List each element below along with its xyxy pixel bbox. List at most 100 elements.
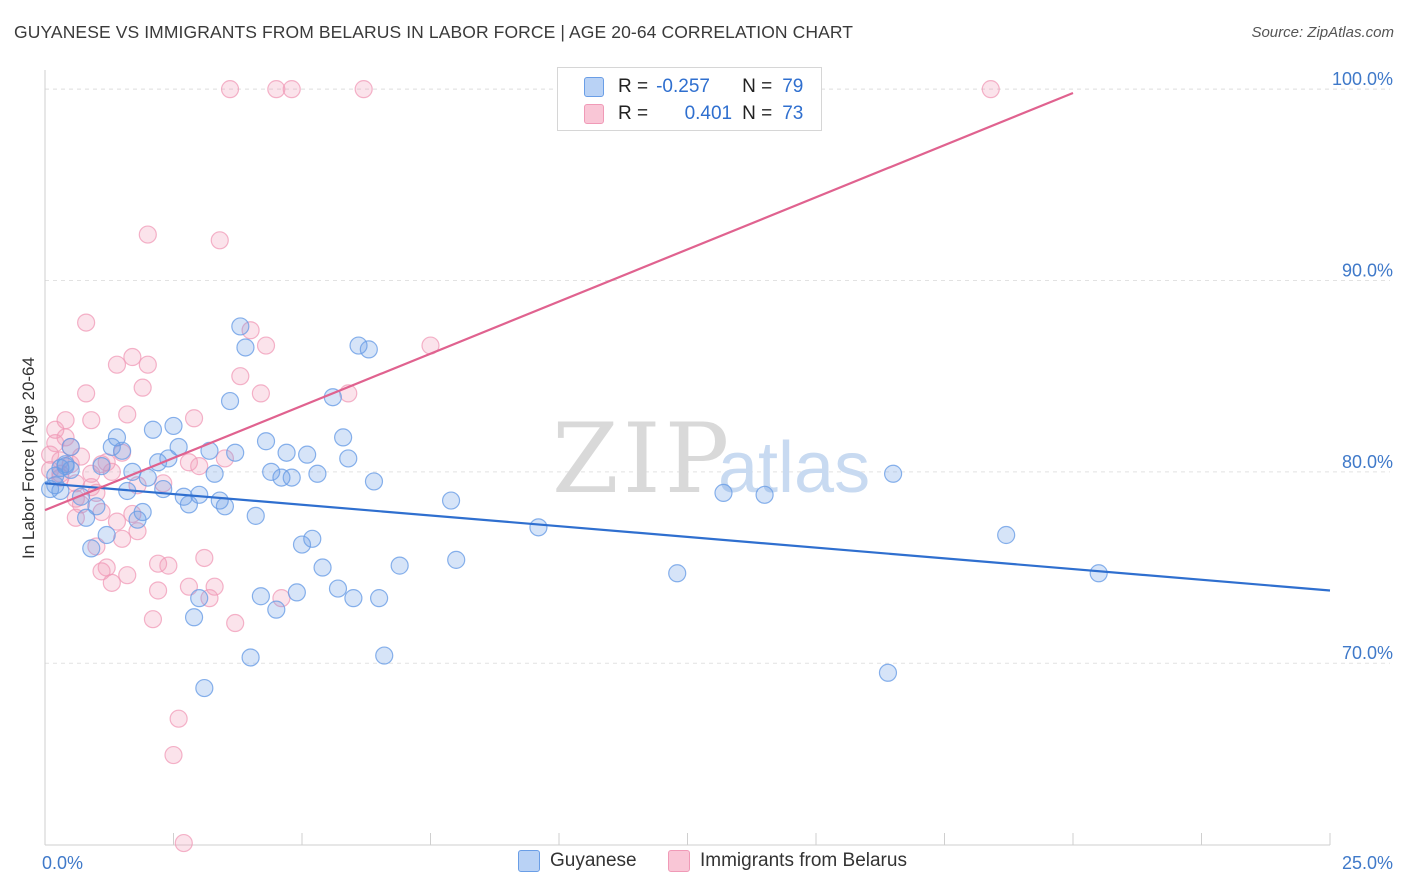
bottom-legend-belarus: Immigrants from Belarus [668, 850, 907, 872]
belarus-points [41, 80, 1000, 853]
guyanese-point [277, 443, 296, 462]
y-tick-labels: 70.0% 80.0% 90.0% 100.0% [1332, 69, 1393, 663]
belarus-point [133, 378, 152, 397]
guyanese-point [107, 428, 127, 447]
belarus-point [138, 225, 157, 244]
belarus-point [231, 367, 250, 386]
bottom-legend-label: Guyanese [550, 850, 637, 871]
guyanese-point [344, 589, 363, 608]
belarus-trend-line [44, 91, 1074, 512]
guyanese-point [303, 529, 322, 548]
legend-n-label: N = [742, 76, 773, 97]
legend-n-label: N = [742, 103, 773, 124]
guyanese-point [256, 432, 276, 451]
legend-r-label: R = [618, 76, 649, 97]
axes [44, 70, 1331, 846]
guyanese-point [112, 441, 132, 460]
guyanese-point [215, 497, 234, 516]
guyanese-point [292, 535, 312, 554]
guyanese-point [92, 457, 111, 476]
guyanese-point [246, 506, 265, 525]
guyanese-point [755, 485, 774, 504]
guyanese-point [997, 525, 1016, 545]
y-tick-label: 70.0% [1342, 643, 1393, 663]
guyanese-point [313, 558, 332, 577]
guyanese-point [97, 525, 116, 545]
belarus-point [164, 745, 183, 765]
belarus-point [215, 449, 234, 468]
guyanese-point [878, 663, 898, 682]
guyanese-point [883, 464, 903, 483]
belarus-point [220, 80, 240, 99]
guyanese-point [241, 648, 260, 667]
belarus-point [190, 457, 209, 476]
guyanese-point [82, 539, 101, 558]
guyanese-point [231, 317, 250, 336]
belarus-point [256, 336, 276, 355]
belarus-point [148, 581, 168, 600]
guyanese-point [282, 468, 301, 487]
guyanese-swatch [518, 850, 540, 872]
belarus-swatch [668, 850, 690, 872]
belarus-point [241, 321, 260, 340]
belarus-point [354, 80, 373, 99]
guyanese-point [205, 464, 224, 483]
guyanese-point [328, 579, 348, 598]
guyanese-point [447, 550, 466, 569]
belarus-point [143, 610, 163, 629]
guyanese-point [668, 564, 687, 583]
belarus-point [77, 313, 96, 332]
guyanese-point [143, 420, 163, 439]
guyanese-point [441, 491, 461, 510]
belarus-point [107, 512, 127, 531]
guyanese-point [267, 600, 286, 619]
guyanese-point [390, 556, 409, 575]
guyanese-point [349, 336, 368, 355]
guyanese-point [133, 502, 152, 522]
belarus-point [66, 508, 85, 527]
y-tick-label: 100.0% [1332, 69, 1393, 89]
belarus-point [102, 573, 121, 592]
guyanese-point [334, 428, 353, 447]
legend-row-guyanese: R = -0.257 N = 79 [558, 73, 803, 101]
watermark-zip: ZIP [552, 403, 733, 515]
legend-row-belarus: R = 0.401 N = 73 [558, 100, 803, 128]
belarus-point [41, 445, 60, 464]
guyanese-point [154, 479, 173, 499]
guyanese-point [51, 481, 70, 501]
belarus-point [226, 613, 245, 633]
y-tick-label: 80.0% [1342, 452, 1393, 472]
belarus-point [205, 577, 224, 596]
guyanese-point [1089, 564, 1108, 583]
belarus-point [179, 453, 199, 472]
belarus-point [97, 558, 116, 577]
guyanese-point [102, 437, 121, 457]
guyanese-point [339, 449, 358, 468]
x-tick-label: 25.0% [1342, 853, 1393, 873]
guyanese-point [56, 457, 75, 476]
belarus-point [123, 347, 142, 367]
guyanese-point [298, 445, 317, 464]
guyanese-point [251, 587, 270, 606]
legend-n-value: 73 [782, 103, 804, 124]
guyanese-point [308, 464, 327, 483]
trend-lines [44, 91, 1331, 592]
belarus-point [169, 709, 188, 728]
guyanese-point [210, 491, 229, 510]
guyanese-point [226, 443, 245, 462]
legend-r-value: 0.401 [684, 103, 733, 124]
guyanese-point [220, 391, 240, 411]
belarus-point [118, 405, 137, 424]
guyanese-point [272, 468, 291, 487]
x-tick-label: 0.0% [42, 853, 83, 873]
belarus-point [184, 409, 204, 428]
belarus-point [107, 355, 127, 374]
belarus-point [282, 80, 301, 99]
belarus-point [981, 80, 1000, 99]
belarus-point [251, 384, 270, 403]
guyanese-point [364, 472, 384, 491]
belarus-swatch [584, 104, 604, 124]
guyanese-point [87, 497, 106, 516]
belarus-point [138, 355, 157, 374]
